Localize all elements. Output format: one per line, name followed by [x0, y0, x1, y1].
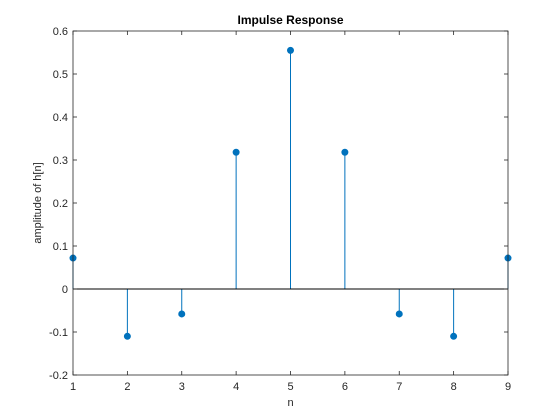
y-tick-label: 0.5 [53, 69, 68, 81]
ticks-group [72, 30, 509, 376]
stem-marker [232, 148, 240, 156]
stem-marker [450, 332, 458, 340]
x-tick-label: 9 [505, 381, 511, 393]
y-tick-label: -0.2 [49, 370, 68, 382]
y-tick-labels: -0.2 -0.1 0 0.1 0.2 0.3 0.4 0.5 0.6 [49, 26, 68, 382]
y-tick-label: 0 [62, 284, 68, 296]
x-tick-label: 7 [396, 381, 402, 393]
x-tick-label: 3 [179, 381, 185, 393]
x-tick-label: 4 [233, 381, 239, 393]
stem-marker [178, 310, 186, 318]
stem-marker [341, 148, 349, 156]
y-tick-label: 0.6 [53, 26, 68, 38]
x-axis-label: n [287, 397, 293, 409]
x-tick-label: 5 [287, 381, 293, 393]
y-tick-label: 0.2 [53, 198, 68, 210]
x-tick-label: 8 [451, 381, 457, 393]
chart-title: Impulse Response [237, 13, 343, 27]
stem-marker [123, 332, 131, 340]
y-axis-label: amplitude of h[n] [32, 162, 44, 243]
x-tick-labels: 1 2 3 4 5 6 7 8 9 [70, 381, 511, 393]
y-tick-label: -0.1 [49, 327, 68, 339]
x-tick-label: 1 [70, 381, 76, 393]
y-tick-label: 0.1 [53, 241, 68, 253]
x-tick-label: 2 [124, 381, 130, 393]
y-tick-label: 0.4 [53, 112, 68, 124]
x-tick-label: 6 [342, 381, 348, 393]
y-tick-label: 0.3 [53, 155, 68, 167]
stem-marker [287, 46, 294, 54]
stem-marker [395, 310, 403, 318]
